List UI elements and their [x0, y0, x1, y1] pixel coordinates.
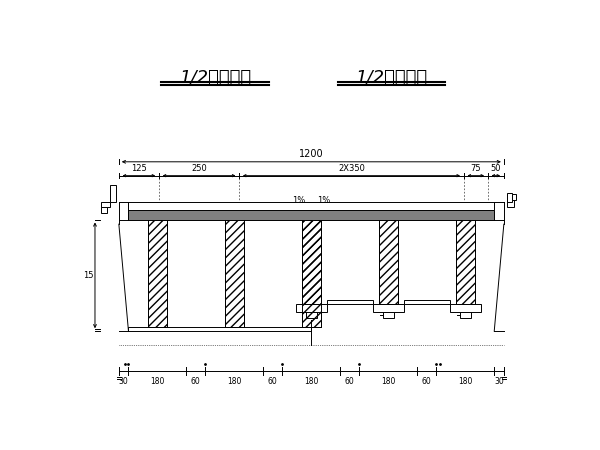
Bar — [404, 300, 449, 304]
Bar — [456, 220, 475, 304]
Bar — [225, 220, 244, 327]
Bar — [306, 312, 317, 318]
Bar — [383, 312, 394, 318]
Text: 2X350: 2X350 — [338, 164, 365, 173]
Bar — [225, 220, 244, 327]
Text: 1%: 1% — [317, 196, 331, 205]
Text: 180: 180 — [458, 377, 473, 386]
Bar — [512, 194, 516, 200]
Bar — [296, 304, 327, 312]
Text: 125: 125 — [131, 164, 147, 173]
Bar — [128, 202, 494, 210]
Text: 15: 15 — [83, 271, 94, 280]
Text: 60: 60 — [268, 377, 278, 386]
Bar — [128, 327, 311, 331]
Bar — [327, 300, 373, 304]
Text: 250: 250 — [191, 164, 207, 173]
Bar — [302, 220, 321, 327]
Text: 30: 30 — [119, 377, 128, 386]
Text: 30: 30 — [494, 377, 504, 386]
Text: 60: 60 — [345, 377, 355, 386]
Bar — [148, 220, 167, 327]
Text: 180: 180 — [227, 377, 242, 386]
Text: 1/2支点截面: 1/2支点截面 — [179, 69, 251, 87]
Bar — [101, 202, 110, 207]
Bar — [460, 312, 470, 318]
Bar — [110, 185, 116, 202]
Bar — [128, 210, 494, 220]
Bar — [507, 193, 512, 202]
Text: 1/2跨中截面: 1/2跨中截面 — [355, 69, 428, 87]
Text: 60: 60 — [422, 377, 432, 386]
Bar — [379, 220, 398, 304]
Text: 75: 75 — [470, 164, 481, 173]
Bar — [379, 220, 398, 304]
Bar — [148, 220, 167, 327]
Text: 50: 50 — [491, 164, 501, 173]
Bar — [449, 304, 481, 312]
Text: 180: 180 — [150, 377, 164, 386]
Bar — [101, 207, 107, 213]
Bar — [507, 195, 514, 207]
Bar — [302, 220, 321, 304]
Bar — [456, 220, 475, 304]
Text: 1200: 1200 — [299, 149, 323, 159]
Text: 1%: 1% — [292, 196, 305, 205]
Text: 180: 180 — [381, 377, 395, 386]
Bar — [302, 220, 321, 327]
Bar — [302, 220, 321, 304]
Text: 180: 180 — [304, 377, 319, 386]
Text: 60: 60 — [191, 377, 201, 386]
Bar — [373, 304, 404, 312]
